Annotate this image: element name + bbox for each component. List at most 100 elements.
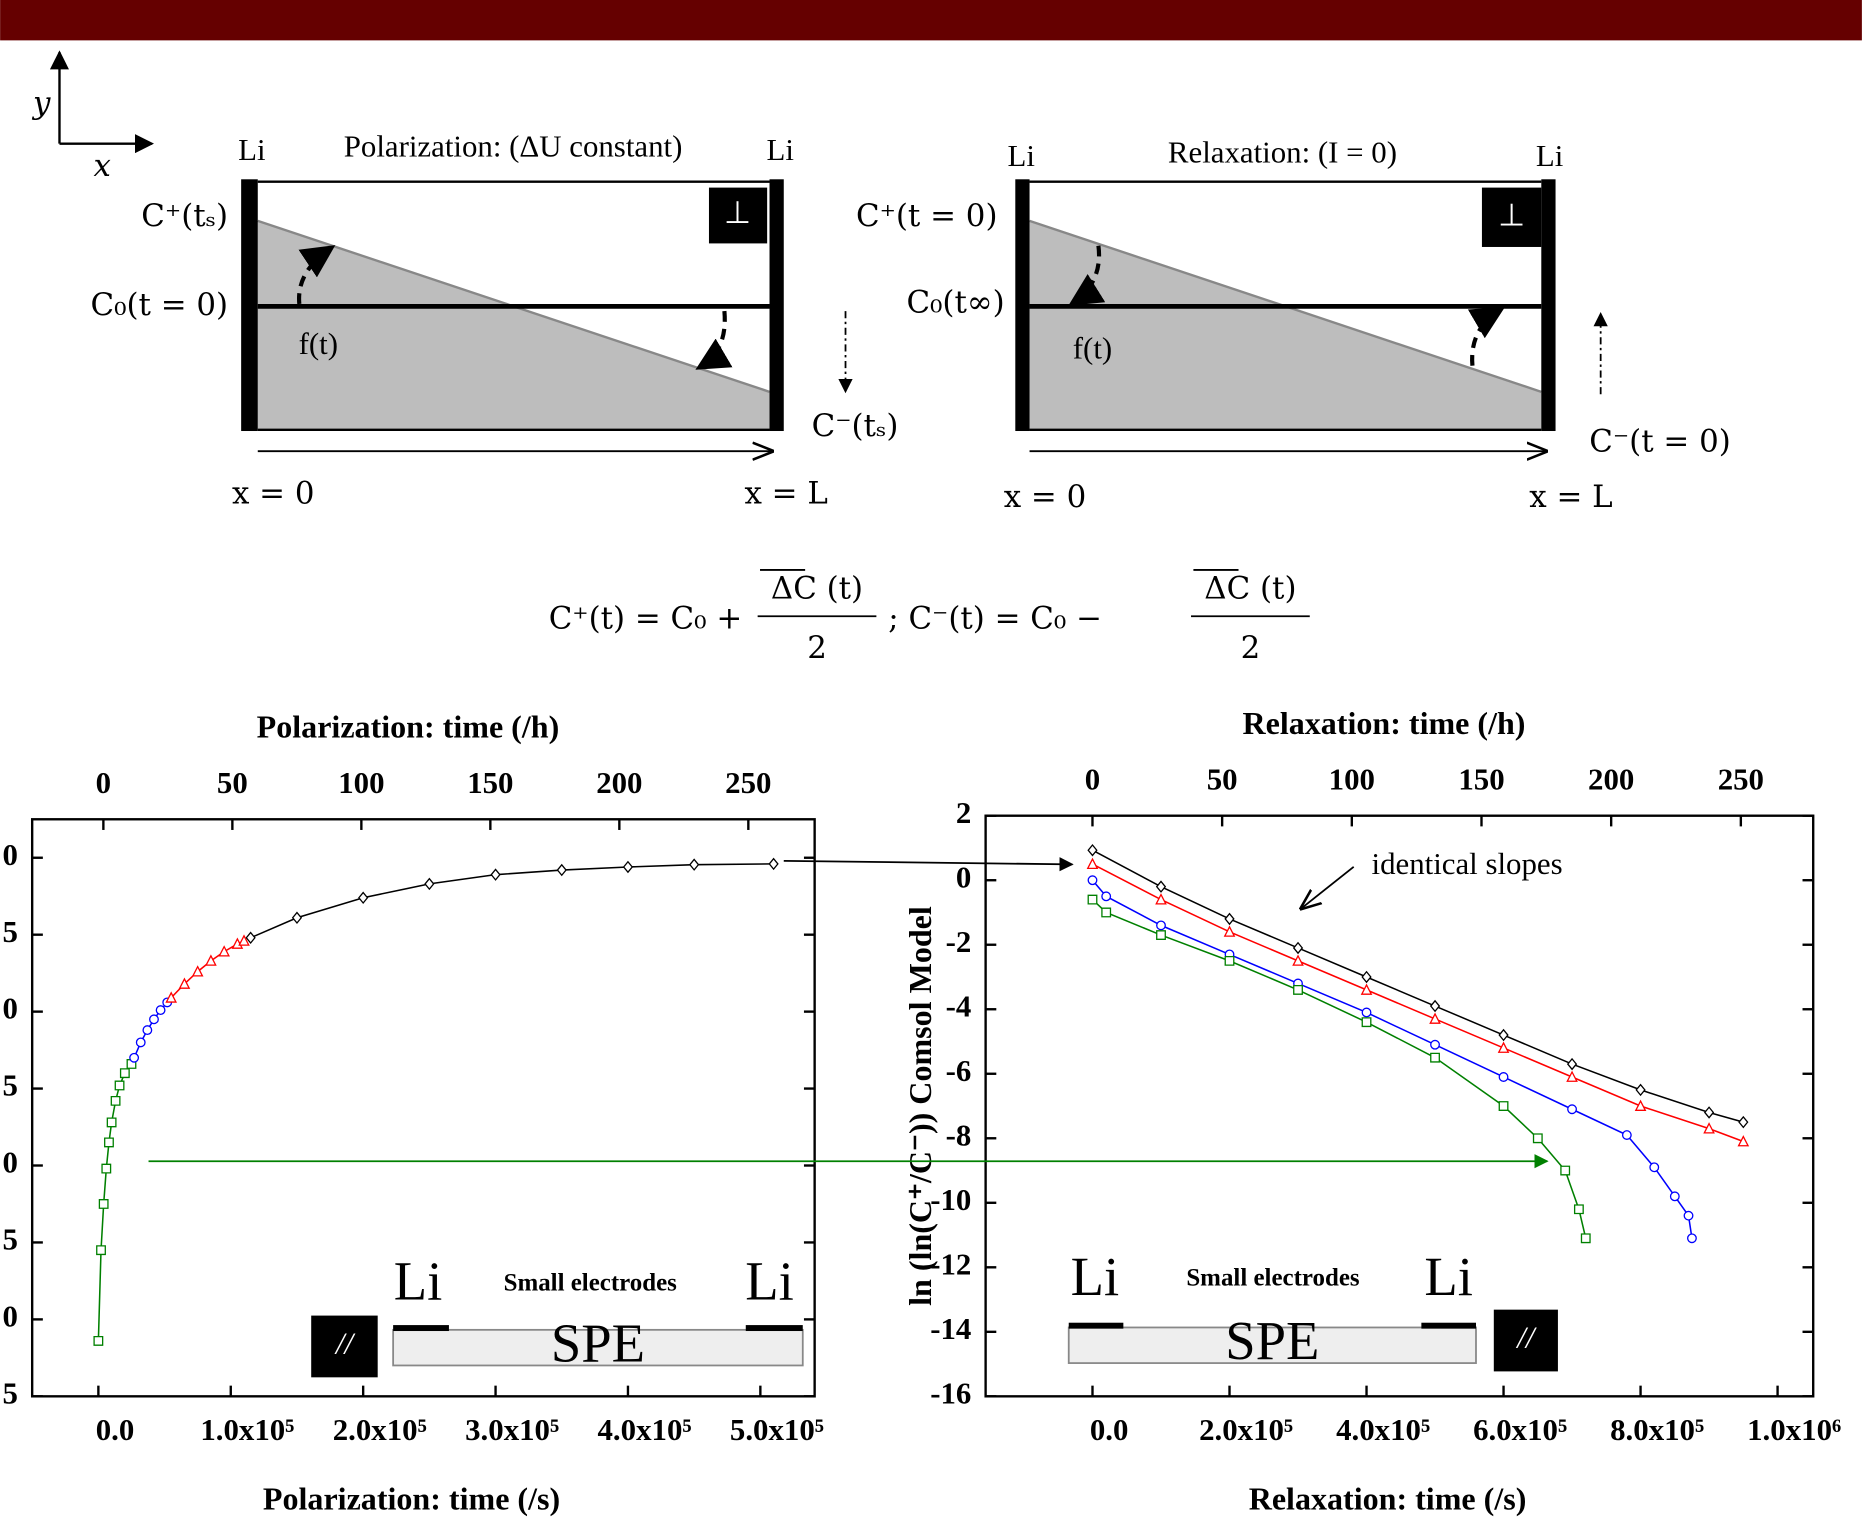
- inset-electrode: Li: [745, 1251, 794, 1312]
- data-point: [1737, 1135, 1750, 1147]
- dashed-arrow: [1467, 306, 1505, 366]
- function-label: f(t): [1073, 331, 1112, 366]
- inset-body: SPE: [1225, 1310, 1319, 1371]
- x-tick-label: 2.0x10⁵: [333, 1412, 427, 1447]
- data-point: [1683, 1210, 1694, 1221]
- data-point: [622, 860, 634, 874]
- data-point: [1155, 880, 1167, 893]
- x-tick-label: 4.0x10⁵: [598, 1412, 692, 1447]
- data-point: [238, 934, 250, 946]
- x2-tick-label: 150: [467, 765, 513, 800]
- x2-axis-title: Relaxation: time (/h): [1242, 705, 1525, 741]
- y-axis-title: ln (ln(C⁺/C⁻)) Comsol Model: [902, 906, 938, 1306]
- y-tick-label: -12: [930, 1246, 971, 1281]
- data-point: [1573, 1204, 1584, 1215]
- y-tick-label: -4: [946, 988, 972, 1023]
- x-tick-label: 0.0: [96, 1412, 135, 1447]
- x-tick-label: 2.0x10⁵: [1199, 1412, 1293, 1447]
- concentration-area: [1029, 220, 1542, 430]
- data-point: [1087, 843, 1098, 857]
- electrode: [1015, 179, 1030, 432]
- concentration-label: C⁻(tₛ): [812, 408, 899, 444]
- x-axis-title: Polarization: time (/s): [263, 1480, 560, 1516]
- x-tick-label: 0.0: [1090, 1412, 1129, 1447]
- data-point: [1361, 970, 1372, 984]
- chart: 0.0 1.0x10⁵ 2.0x10⁵ 3.0x10⁵ 4.0x10⁵ 5.0x10⁵ 0 5…: [2, 709, 824, 1517]
- data-point: [129, 1052, 140, 1063]
- data-point: [556, 863, 567, 877]
- x-tick-label: 4.0x10⁵: [1336, 1412, 1430, 1447]
- data-point: [178, 977, 191, 989]
- data-point: [191, 965, 204, 977]
- inset-label: Small electrodes: [504, 1269, 678, 1296]
- data-point: [1635, 1083, 1646, 1097]
- spe-body: [1067, 1326, 1477, 1364]
- equation: C⁺(t) = C₀ + ΔC (t) 2 ; C⁻(t) = C₀ − ΔC …: [549, 569, 1310, 666]
- x2-tick-label: 100: [338, 765, 384, 800]
- data-point: [135, 1037, 146, 1048]
- data-point: [1224, 912, 1235, 926]
- symbol: ⊥: [724, 195, 751, 230]
- break-label: //: [1515, 1320, 1537, 1355]
- diagram-title: Relaxation: (I = 0): [1168, 135, 1397, 170]
- position-label: x = L: [1529, 479, 1612, 515]
- position-label: x = 0: [232, 476, 315, 512]
- header-bar: [0, 0, 1862, 41]
- dashed-arrow: [1068, 245, 1106, 306]
- data-point: [291, 911, 303, 925]
- data-point: [101, 1163, 112, 1174]
- data-point: [1361, 1007, 1372, 1018]
- data-point: [1156, 930, 1166, 940]
- data-point: [1738, 1115, 1749, 1129]
- data-point: [110, 1095, 121, 1106]
- data-point: [1703, 1122, 1715, 1134]
- data-point: [1155, 893, 1167, 905]
- x-tick-label: 1.0x10⁵: [200, 1412, 294, 1447]
- data-point: [1566, 1057, 1578, 1071]
- y-tick-label: 5: [2, 1222, 17, 1257]
- dashed-arrow: [695, 310, 733, 370]
- x-axis-title: Relaxation: time (/s): [1249, 1480, 1527, 1516]
- spe-body: [392, 1328, 804, 1367]
- data-point: [1497, 1041, 1510, 1053]
- y-tick-label: 0: [956, 859, 971, 894]
- series-line: [1091, 879, 1693, 1239]
- x2-tick-label: 200: [596, 765, 642, 800]
- function-label: f(t): [299, 326, 338, 361]
- data-point: [114, 1080, 125, 1091]
- data-point: [98, 1199, 109, 1209]
- data-point: [149, 1014, 159, 1025]
- series-line: [97, 1063, 133, 1341]
- y-tick-label: 0: [2, 837, 17, 872]
- data-point: [104, 1137, 114, 1148]
- electrode-label: Li: [1008, 138, 1035, 173]
- inset-electrode: Li: [1071, 1246, 1120, 1307]
- data-point: [1361, 1017, 1372, 1028]
- data-point: [245, 931, 256, 945]
- x-tick-label: 5.0x10⁵: [730, 1412, 824, 1447]
- electrode-bar: [393, 1325, 449, 1332]
- data-point: [1086, 857, 1099, 870]
- data-point: [1649, 1162, 1660, 1173]
- annotation: identical slopes: [1372, 846, 1563, 881]
- x2-tick-label: 0: [96, 765, 111, 800]
- chart: 0.0 2.0x10⁵ 4.0x10⁵ 6.0x10⁵ 8.0x10⁵ 1.0x10⁶ 0 5…: [902, 705, 1841, 1516]
- data-point: [1087, 875, 1098, 886]
- electrode-label: Li: [1536, 138, 1563, 173]
- position-label: x = L: [744, 476, 827, 512]
- electrode-label: Li: [238, 132, 265, 167]
- x-tick-label: 8.0x10⁵: [1610, 1412, 1704, 1447]
- electrode: [1541, 179, 1556, 432]
- data-point: [93, 1335, 104, 1346]
- series-line: [1092, 849, 1744, 1123]
- data-point: [165, 991, 178, 1003]
- axes-icon: y x: [31, 50, 154, 184]
- inset-body: SPE: [551, 1312, 645, 1373]
- x2-tick-label: 100: [1329, 762, 1375, 797]
- fraction-numerator: ΔC (t): [771, 571, 863, 607]
- data-point: [1292, 954, 1304, 966]
- y-tick-label: 0: [2, 1145, 17, 1180]
- data-point: [1430, 1052, 1440, 1063]
- data-point: [142, 1025, 153, 1036]
